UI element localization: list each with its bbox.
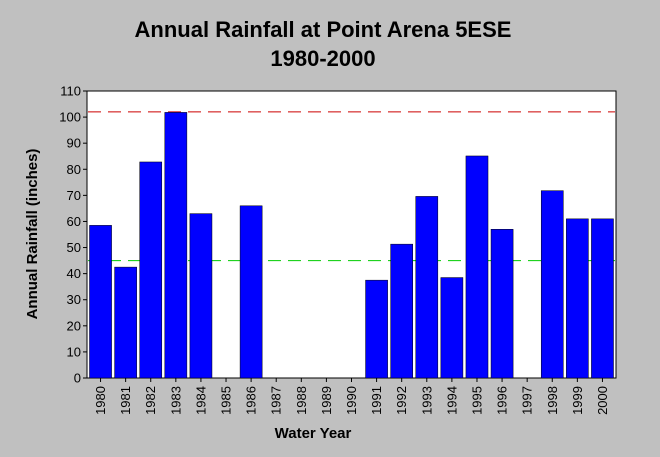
bar-1981 xyxy=(114,266,137,379)
bar-1984 xyxy=(189,213,213,379)
y-tick-label-90: 90 xyxy=(67,136,81,151)
y-axis-title: Annual Rainfall (inches) xyxy=(24,149,41,320)
bar-1996 xyxy=(490,229,514,379)
y-axis-ticks: 0 10 20 30 40 50 60 70 80 90 100 110 xyxy=(59,84,87,386)
y-tick-label-60: 60 xyxy=(67,214,81,229)
y-tick-label-100: 100 xyxy=(59,110,81,125)
chart-subtitle: 1980-2000 xyxy=(270,46,375,71)
y-tick-label-70: 70 xyxy=(67,188,81,203)
y-tick-label-0: 0 xyxy=(74,371,81,386)
x-tick-label-2000: 2000 xyxy=(595,386,610,415)
y-tick-label-20: 20 xyxy=(67,318,81,333)
x-tick-label-1982: 1982 xyxy=(143,386,158,415)
x-tick-label-1989: 1989 xyxy=(319,386,334,415)
bar-1994 xyxy=(440,277,464,379)
bar-1982 xyxy=(139,161,163,379)
bar-1998 xyxy=(540,190,564,379)
x-tick-label-1981: 1981 xyxy=(118,386,133,415)
x-axis-title: Water Year xyxy=(275,425,352,442)
x-tick-label-1991: 1991 xyxy=(369,386,384,415)
x-tick-label-1998: 1998 xyxy=(545,386,560,415)
x-tick-label-1986: 1986 xyxy=(244,386,259,415)
bar-1980 xyxy=(89,225,112,379)
x-axis-ticks: 1980 1981 1982 1983 1984 1985 1986 1987 1988 1989… xyxy=(93,378,610,415)
x-tick-label-1984: 1984 xyxy=(193,386,208,415)
x-tick-label-1990: 1990 xyxy=(344,386,359,415)
x-tick-label-1985: 1985 xyxy=(219,386,234,415)
y-tick-label-80: 80 xyxy=(67,162,81,177)
y-tick-label-10: 10 xyxy=(67,344,81,359)
x-tick-label-1999: 1999 xyxy=(570,386,585,415)
bar-1986 xyxy=(239,205,263,379)
x-tick-label-1993: 1993 xyxy=(419,386,434,415)
bar-1995 xyxy=(465,155,489,379)
bar-2000 xyxy=(591,218,614,379)
x-tick-label-1995: 1995 xyxy=(469,386,484,415)
y-tick-label-50: 50 xyxy=(67,240,81,255)
x-tick-label-1987: 1987 xyxy=(269,386,284,415)
x-tick-label-1983: 1983 xyxy=(168,386,183,415)
bars xyxy=(89,112,614,379)
bar-1983 xyxy=(164,112,188,379)
x-tick-label-1992: 1992 xyxy=(394,386,409,415)
x-tick-label-1988: 1988 xyxy=(294,386,309,415)
y-tick-label-30: 30 xyxy=(67,292,81,307)
bar-1991 xyxy=(365,279,388,379)
y-tick-label-40: 40 xyxy=(67,266,81,281)
x-tick-label-1980: 1980 xyxy=(93,386,108,415)
x-tick-label-1996: 1996 xyxy=(495,386,510,415)
x-tick-label-1997: 1997 xyxy=(520,386,535,415)
bar-1999 xyxy=(566,218,589,379)
x-tick-label-1994: 1994 xyxy=(444,386,459,415)
bar-1993 xyxy=(415,196,439,379)
y-tick-label-110: 110 xyxy=(60,84,81,99)
bar-1992 xyxy=(390,243,413,379)
chart-title: Annual Rainfall at Point Arena 5ESE xyxy=(135,17,512,42)
